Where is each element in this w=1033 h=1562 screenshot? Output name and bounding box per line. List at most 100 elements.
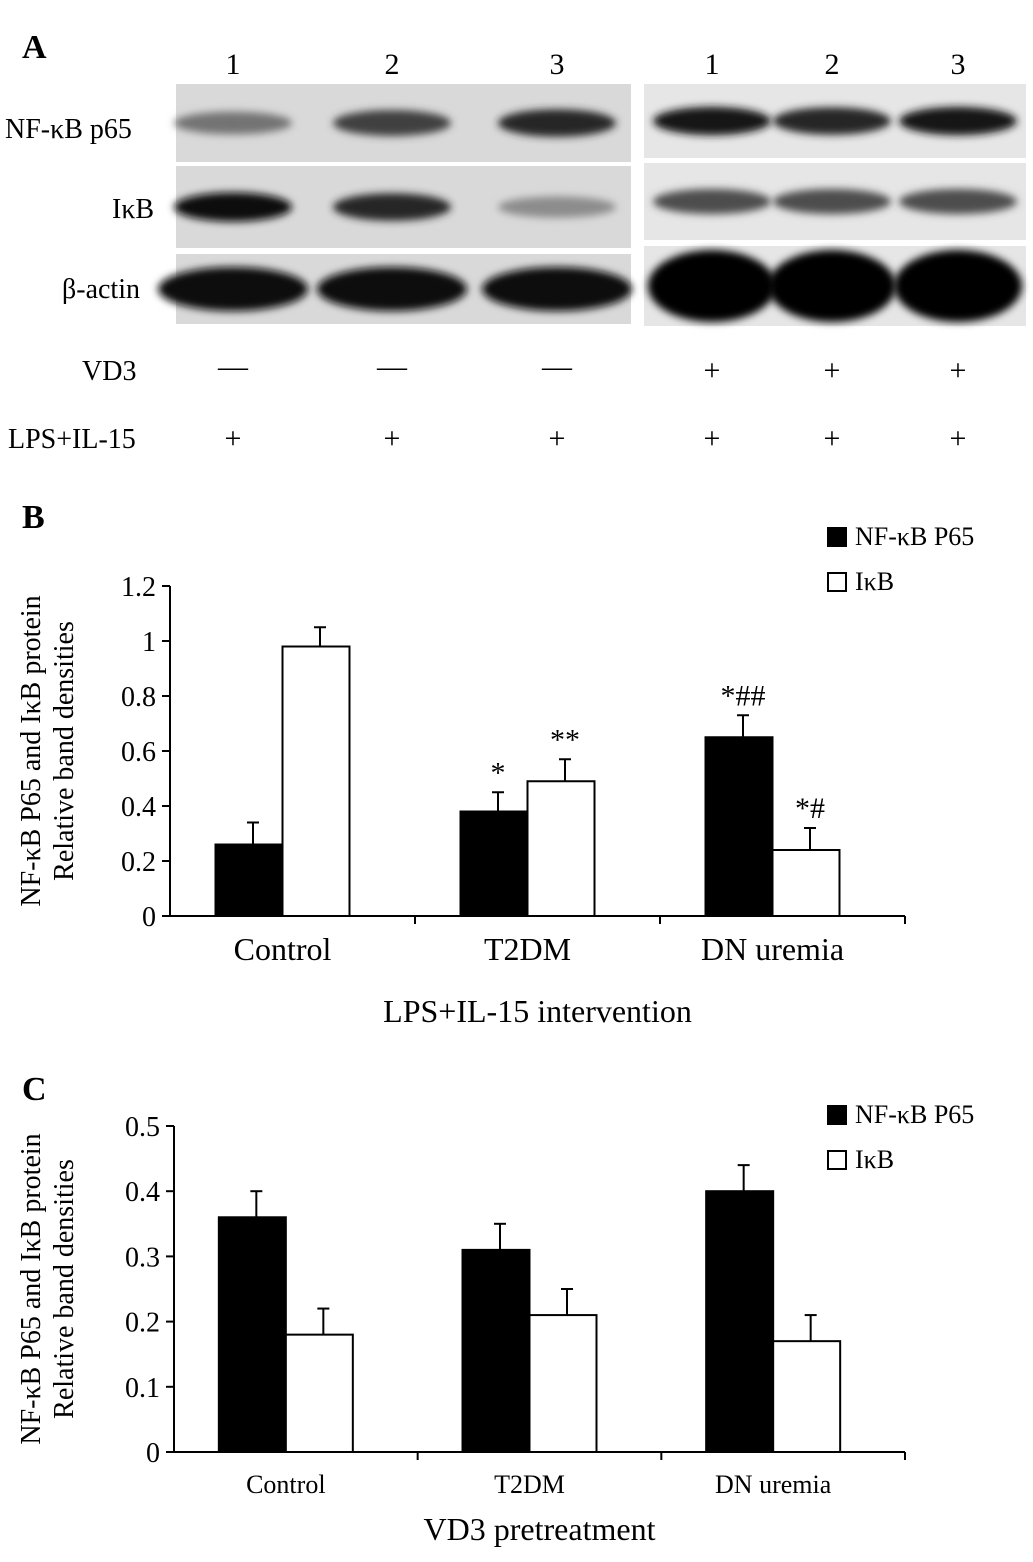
- blot-band: [498, 196, 616, 218]
- blot-band: [899, 106, 1017, 136]
- blot-band: [653, 188, 771, 215]
- lane-number: 3: [951, 48, 966, 81]
- y-tick-label: 0.2: [121, 847, 156, 878]
- y-axis-title: Relative band densities: [49, 621, 80, 881]
- lane-numbers: 1 2 3 1 2 3: [226, 48, 966, 81]
- blot-band: [482, 267, 632, 311]
- bar-ikb: [528, 1314, 598, 1453]
- significance-marker: *#: [795, 792, 825, 825]
- panel-a: A 1 2 3 1 2 3 NF-κB p65 IκB β-actin VD3 — — — + + +…: [5, 29, 1026, 455]
- bar-p65: [214, 843, 284, 917]
- y-tick-label: 1.2: [121, 572, 156, 603]
- treatment-mark: +: [950, 354, 967, 387]
- blot-band: [174, 192, 292, 222]
- bar-p65: [459, 810, 529, 917]
- legend-swatch: [827, 527, 847, 547]
- x-axis-title: LPS+IL-15 intervention: [383, 993, 692, 1029]
- y-tick-label: 0: [146, 1438, 160, 1469]
- significance-marker: *##: [721, 679, 766, 712]
- lane-number: 3: [550, 48, 565, 81]
- blot-band: [894, 250, 1022, 322]
- lane-number: 2: [825, 48, 840, 81]
- legend-swatch: [827, 1150, 847, 1170]
- treatment-mark: +: [225, 422, 242, 455]
- y-tick-label: 0.2: [125, 1308, 160, 1339]
- x-category-label: T2DM: [494, 1470, 565, 1499]
- bar-ikb: [771, 849, 841, 917]
- treatment-mark: +: [824, 422, 841, 455]
- legend-label: NF-κB P65: [855, 522, 974, 551]
- blot-band: [899, 188, 1017, 215]
- y-axis-title: NF-κB P65 and IκB protein: [16, 1133, 47, 1444]
- bar-p65: [461, 1248, 531, 1453]
- significance-marker: *: [491, 756, 506, 789]
- legend-swatch: [827, 1105, 847, 1125]
- legend-label: NF-κB P65: [855, 1100, 974, 1129]
- y-axis-title: NF-κB P65 and IκB protein: [16, 595, 47, 906]
- y-tick-label: 1: [142, 627, 156, 658]
- blot-strips: [158, 84, 1026, 326]
- blot-band: [498, 109, 616, 137]
- bar-ikb: [772, 1340, 842, 1454]
- bar-ikb: [284, 1333, 354, 1454]
- blot-band: [317, 267, 467, 311]
- blot-band: [773, 107, 891, 135]
- panel-c-label: C: [22, 1071, 47, 1108]
- treatment-label: LPS+IL-15: [8, 424, 136, 455]
- blot-band: [158, 267, 308, 311]
- blot-band: [653, 106, 771, 136]
- legend-swatch: [827, 572, 847, 592]
- panel-a-label: A: [22, 29, 47, 66]
- x-category-label: Control: [246, 1470, 325, 1499]
- significance-marker: **: [550, 723, 580, 756]
- blot-band: [333, 110, 451, 136]
- y-axis-title: Relative band densities: [49, 1159, 80, 1419]
- x-category-label: Control: [234, 931, 332, 967]
- treatment-mark: —: [217, 350, 249, 383]
- bar-p65: [705, 1190, 775, 1453]
- row-label-ikb: IκB: [112, 194, 154, 225]
- x-category-label: DN uremia: [701, 931, 844, 967]
- blot-band: [648, 250, 776, 322]
- y-tick-label: 0: [142, 902, 156, 933]
- bar-ikb: [526, 780, 596, 917]
- treatment-mark: +: [824, 354, 841, 387]
- blot-band: [174, 111, 292, 135]
- lane-number: 1: [226, 48, 241, 81]
- x-category-label: T2DM: [484, 931, 571, 967]
- blot-band: [768, 250, 896, 322]
- bar-p65: [217, 1216, 287, 1454]
- panel-b-label: B: [22, 499, 45, 536]
- legend-label: IκB: [855, 1145, 894, 1174]
- blot-row-labels: NF-κB p65 IκB β-actin: [5, 114, 154, 305]
- row-label-p65: NF-κB p65: [5, 114, 132, 145]
- treatment-mark: +: [704, 422, 721, 455]
- treatment-mark: +: [704, 354, 721, 387]
- x-axis-title: VD3 pretreatment: [424, 1511, 656, 1547]
- y-tick-label: 0.4: [125, 1177, 160, 1208]
- bar-p65: [704, 736, 774, 917]
- treatment-mark: +: [950, 422, 967, 455]
- treatment-mark: +: [384, 422, 401, 455]
- y-tick-label: 0.5: [125, 1112, 160, 1143]
- x-category-label: DN uremia: [715, 1470, 832, 1499]
- treatment-table: VD3 — — — + + + LPS+IL-15 + + + + + +: [8, 350, 966, 455]
- lane-number: 1: [705, 48, 720, 81]
- treatment-mark: —: [541, 350, 573, 383]
- y-tick-label: 0.4: [121, 792, 156, 823]
- legend-label: IκB: [855, 567, 894, 596]
- y-tick-label: 0.6: [121, 737, 156, 768]
- lane-number: 2: [385, 48, 400, 81]
- y-tick-label: 0.3: [125, 1242, 160, 1273]
- y-tick-label: 0.1: [125, 1373, 160, 1404]
- row-label-actin: β-actin: [62, 274, 140, 305]
- blot-band: [333, 193, 451, 221]
- treatment-mark: +: [549, 422, 566, 455]
- treatment-label: VD3: [82, 356, 136, 387]
- bar-ikb: [281, 645, 351, 917]
- y-tick-label: 0.8: [121, 682, 156, 713]
- chart-c: 0 0.1 0.2 0.3 0.4 0.5 Control T2DM DN uremia VD3 …: [16, 1100, 974, 1547]
- treatment-mark: —: [376, 350, 408, 383]
